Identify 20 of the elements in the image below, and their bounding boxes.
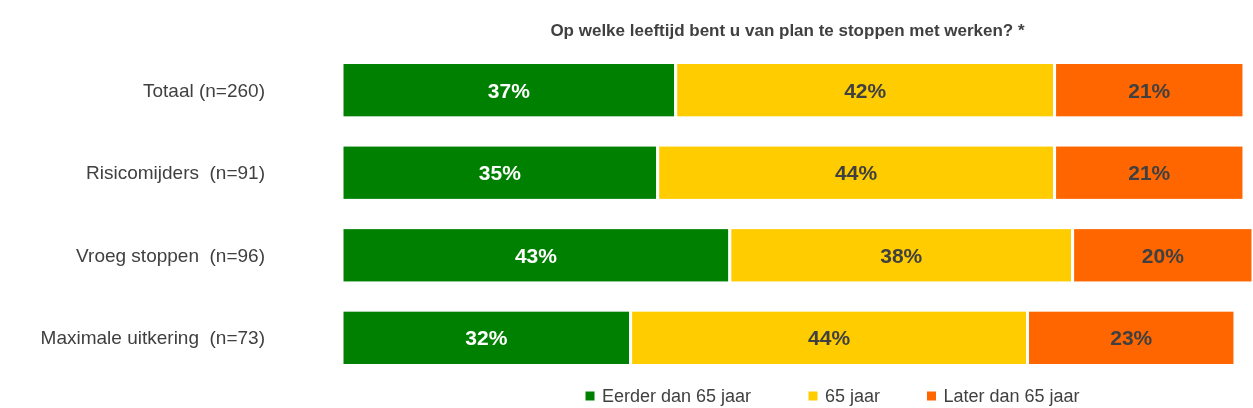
data-label: 32% <box>465 326 508 350</box>
legend-label: Eerder dan 65 jaar <box>602 386 752 407</box>
data-label: 20% <box>1141 243 1185 267</box>
data-label: 37% <box>487 78 531 102</box>
data-label: 44% <box>835 161 878 185</box>
y-tick-label: Maximale uitkering (n=73) <box>40 327 265 349</box>
y-tick-label: Totaal (n=260) <box>143 79 265 101</box>
legend-label: 65 jaar <box>825 386 881 407</box>
data-label: 35% <box>478 161 522 185</box>
chart-title: Op welke leeftijd bent u van plan te stoppen met werken? * <box>550 21 1025 40</box>
data-label: 38% <box>880 243 923 267</box>
legend-label: Later dan 65 jaar <box>943 386 1080 407</box>
data-label: 43% <box>514 243 558 267</box>
data-label: 42% <box>844 78 887 102</box>
data-label: 21% <box>1128 161 1171 185</box>
y-tick-label: Vroeg stoppen (n=96) <box>76 244 265 266</box>
y-tick-label: Risicomijders (n=91) <box>86 162 265 184</box>
data-label: 44% <box>808 326 851 350</box>
data-label: 21% <box>1128 78 1171 102</box>
data-label: 23% <box>1110 326 1153 350</box>
